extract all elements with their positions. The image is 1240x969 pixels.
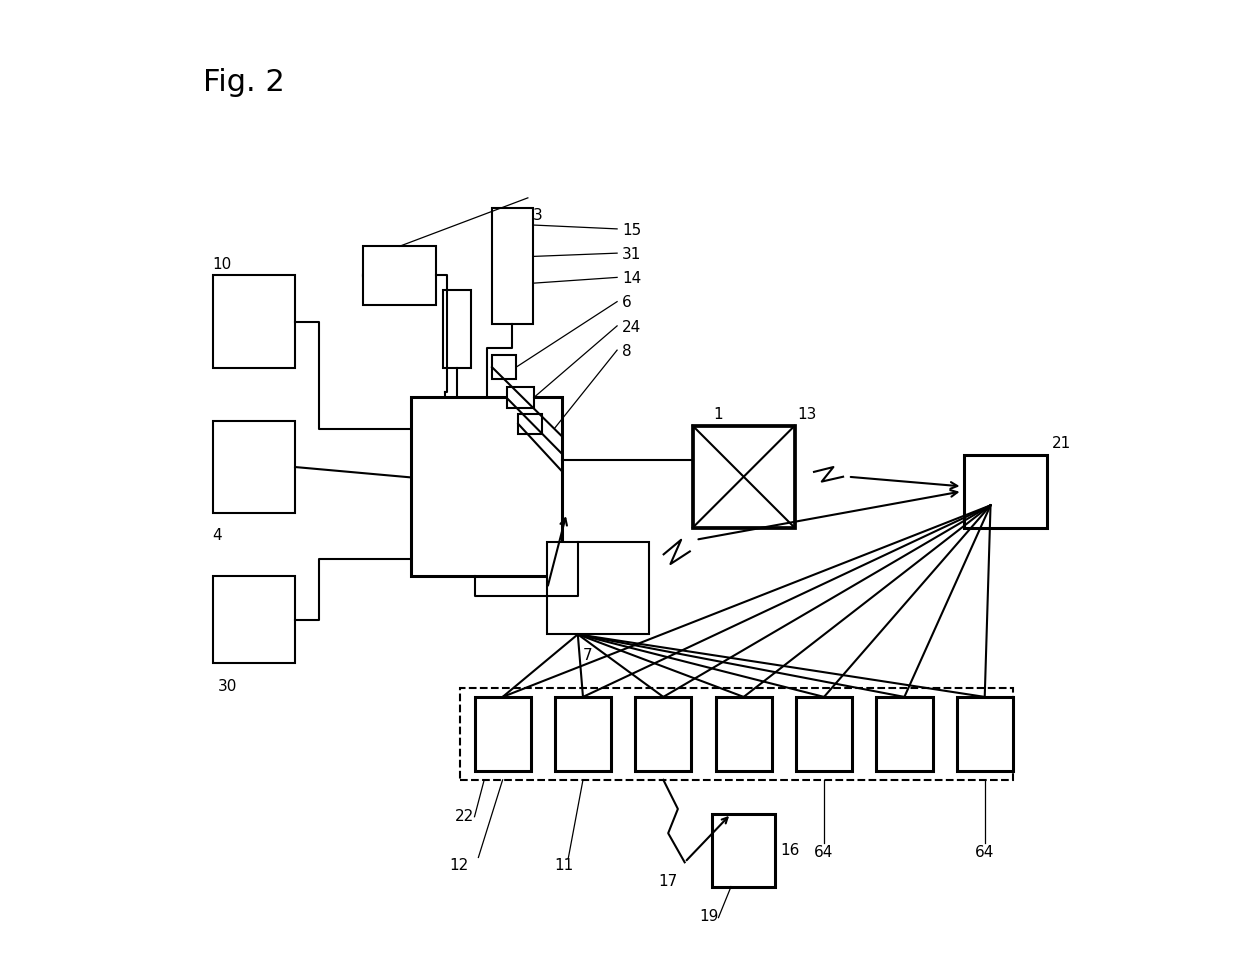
Bar xyxy=(212,276,295,368)
Text: 22: 22 xyxy=(455,809,475,824)
Bar xyxy=(363,247,435,305)
Bar xyxy=(547,543,649,635)
Bar xyxy=(693,426,795,528)
Text: 14: 14 xyxy=(622,271,641,286)
Text: 11: 11 xyxy=(554,858,573,872)
Text: 24: 24 xyxy=(622,320,641,334)
Text: 64: 64 xyxy=(975,845,994,860)
Text: 16: 16 xyxy=(780,843,800,858)
Text: 6: 6 xyxy=(622,296,631,310)
Text: 19: 19 xyxy=(699,909,718,923)
Bar xyxy=(506,388,533,409)
Bar xyxy=(877,698,932,771)
Bar xyxy=(212,422,295,514)
Text: 1: 1 xyxy=(713,407,723,422)
Text: 17: 17 xyxy=(658,874,678,889)
Text: 4: 4 xyxy=(212,528,222,543)
Text: 7: 7 xyxy=(583,647,593,662)
Text: 21: 21 xyxy=(1052,436,1071,451)
Text: 10: 10 xyxy=(212,257,232,271)
Text: 15: 15 xyxy=(622,223,641,237)
Bar xyxy=(518,415,542,434)
Bar xyxy=(460,688,1013,780)
Bar xyxy=(492,208,533,325)
Text: 64: 64 xyxy=(815,845,833,860)
Bar xyxy=(444,291,471,368)
Bar xyxy=(492,356,516,380)
Text: 30: 30 xyxy=(217,678,237,693)
Text: 12: 12 xyxy=(449,858,469,872)
Bar xyxy=(635,698,692,771)
Text: 8: 8 xyxy=(622,344,631,359)
Bar xyxy=(956,698,1013,771)
Bar xyxy=(412,397,562,577)
Bar xyxy=(554,698,611,771)
Text: 31: 31 xyxy=(622,247,641,262)
Bar xyxy=(796,698,852,771)
Text: 13: 13 xyxy=(797,407,817,422)
Text: 3: 3 xyxy=(533,208,542,223)
Text: Fig. 2: Fig. 2 xyxy=(203,68,285,97)
Bar xyxy=(212,577,295,664)
Bar xyxy=(712,814,775,887)
Bar xyxy=(715,698,771,771)
Bar xyxy=(475,698,531,771)
Bar xyxy=(965,455,1047,528)
